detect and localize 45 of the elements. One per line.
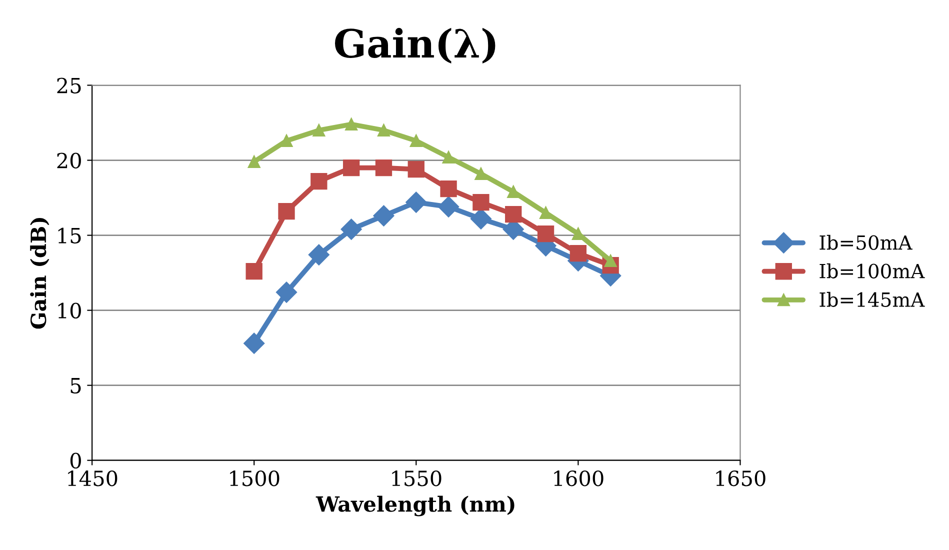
point (244, 332, 265, 354)
point (342, 159, 360, 176)
y-axis-title: Gain (dB) (30, 218, 50, 329)
point (540, 206, 552, 220)
point (276, 282, 298, 303)
point (345, 118, 358, 131)
x-tick-label: 1650 (716, 470, 766, 486)
y-tick-label: 0 (70, 452, 81, 469)
x-tick-label: 1600 (554, 470, 604, 486)
point (406, 192, 427, 213)
legend-label: Ib=100mA (820, 263, 925, 278)
point (312, 124, 326, 137)
legend-label: Ib=145mA (820, 292, 925, 307)
point (570, 244, 587, 262)
point (310, 172, 328, 190)
x-tick-label: 1500 (230, 470, 280, 486)
point (375, 159, 392, 176)
point (472, 194, 490, 211)
point (440, 180, 457, 198)
point (340, 218, 362, 240)
point (280, 134, 293, 148)
point (474, 168, 488, 180)
y-tick-label: 20 (57, 152, 81, 168)
x-tick-label: 1550 (392, 470, 442, 486)
point (410, 134, 422, 148)
point (505, 206, 522, 223)
point (246, 262, 262, 280)
point (373, 205, 394, 226)
point (308, 244, 330, 266)
point (377, 124, 390, 137)
point (408, 160, 424, 178)
y-tick-label: 25 (57, 78, 81, 94)
point (248, 156, 260, 168)
point (442, 151, 455, 164)
point (278, 202, 295, 220)
point (507, 186, 520, 198)
x-tick-label: 1450 (68, 470, 118, 486)
y-tick-label: 15 (58, 228, 81, 244)
y-tick-label: 5 (70, 378, 81, 394)
x-axis-title: Wavelength (nm) (316, 496, 514, 516)
y-tick-label: 10 (58, 302, 81, 319)
chart-title: Gain(λ) (335, 28, 496, 64)
legend-label: Ib=50mA (820, 234, 912, 250)
point (438, 196, 460, 218)
point (537, 225, 554, 242)
